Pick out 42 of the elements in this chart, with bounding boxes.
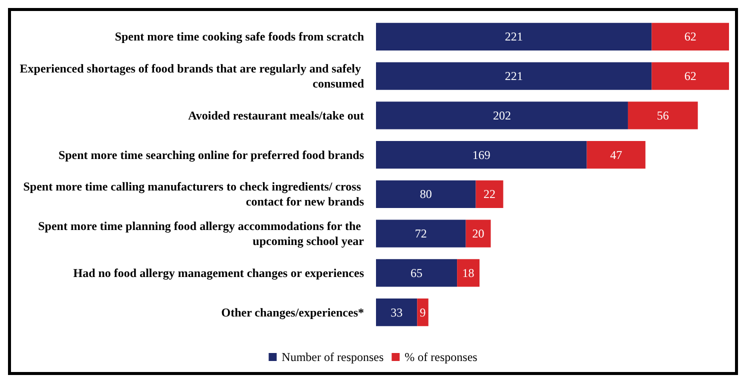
data-label: 80 <box>420 187 432 202</box>
data-label: 18 <box>462 266 474 280</box>
data-label: 20 <box>472 226 484 241</box>
data-label: 22 <box>484 187 496 202</box>
data-label: 72 <box>414 226 427 241</box>
y-tick-label: Spent more time planning food allergy accommodations for the upcoming school year <box>38 219 365 248</box>
bar <box>376 180 476 208</box>
bar <box>417 298 428 326</box>
data-label: 62 <box>684 30 696 44</box>
bar <box>376 298 418 326</box>
legend-label: % of responses <box>404 350 478 364</box>
bar <box>476 180 504 208</box>
bar <box>652 62 729 90</box>
data-label: 62 <box>684 69 696 84</box>
y-tick-label: Spent more time calling manufacturers to check ingredients/ cross contact for new brands <box>23 180 364 209</box>
bar <box>466 220 491 248</box>
y-tick-label: Spent more time cooking safe foods from scratch <box>114 30 364 44</box>
data-label: 47 <box>610 148 622 162</box>
y-tick-label: Spent more time searching online for preferred food brands <box>58 148 364 162</box>
y-tick-label: Experienced shortages of food brands that are regularly and safely consumed <box>20 62 364 91</box>
data-label: 56 <box>656 108 669 122</box>
bar <box>628 102 698 130</box>
bar <box>376 62 652 90</box>
y-tick-label: Avoided restaurant meals/take out <box>188 108 364 122</box>
data-label: 221 <box>504 30 523 44</box>
data-label: 65 <box>410 266 423 280</box>
legend-label: Number of responses <box>282 350 384 364</box>
bar <box>376 220 466 248</box>
data-label: 202 <box>492 108 511 122</box>
data-label: 169 <box>472 148 490 162</box>
data-label: 221 <box>504 69 523 84</box>
bar <box>652 22 729 50</box>
y-tick-label: Had no food allergy management changes or experiences <box>73 266 364 280</box>
bar <box>376 141 587 169</box>
bar <box>586 141 646 169</box>
bar <box>376 102 628 130</box>
bar <box>376 259 458 287</box>
data-label: 9 <box>420 305 426 320</box>
bar <box>376 22 652 50</box>
bar <box>457 259 480 287</box>
y-tick-label: Other changes/experiences* <box>221 305 364 320</box>
data-label: 33 <box>390 305 403 320</box>
